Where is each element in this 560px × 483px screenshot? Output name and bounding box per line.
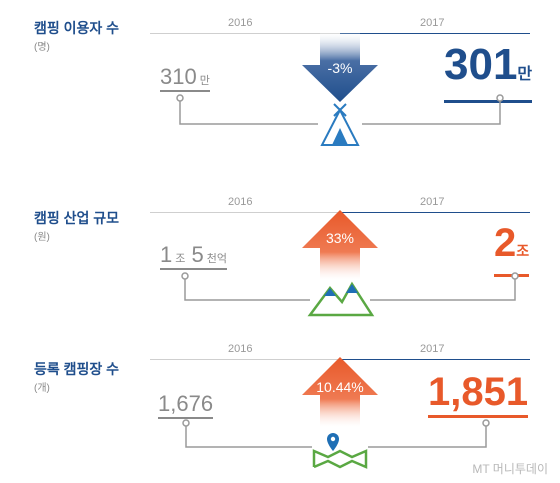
section-camping-users: 캠핑 이용자 수 (명) 2016 2017 310 만 301만 -3% [0,0,560,150]
value-2016-unit-1: 조 [175,253,186,265]
campsite-graphic [182,357,490,469]
tent-icon [320,103,360,146]
connector-dot-right [482,419,490,427]
year-divider-right [340,33,530,34]
connector-dot-left [181,272,189,280]
year-divider-left [150,33,340,34]
value-2017-number: 2 [494,221,517,265]
value-2017-unit: 조 [516,243,530,259]
section-unit: (원) [34,232,50,243]
value-2016-unit-2: 천억 [206,253,227,265]
value-2016: 1,676 [158,391,214,419]
year-2017-label: 2017 [420,196,445,208]
connector-left [185,423,312,448]
year-divider-right [340,359,530,360]
year-2016-label: 2016 [228,196,253,208]
value-2016-number: 310 [160,64,197,89]
value-2017-number: 301 [444,40,518,89]
section-title: 등록 캠핑장 수 [34,361,120,377]
value-2016-number: 1,676 [158,391,214,416]
change-label: -3% [327,60,353,76]
year-2017-label: 2017 [420,343,445,355]
connector-dot-right [511,272,519,280]
value-2016-unit: 만 [199,75,210,87]
users-graphic [176,33,504,146]
connector-right [370,276,516,301]
section-title: 캠핑 이용자 수 [34,20,120,36]
down-arrow [302,33,378,102]
connector-dot-left [176,94,184,102]
value-2016-number-2: 5 [191,242,204,267]
connector-right [368,423,487,448]
section-unit: (개) [34,383,50,394]
connector-left [184,276,310,301]
value-2016-number-1: 1 [160,242,173,267]
value-2017-unit: 만 [517,66,533,83]
watermark: MT 머니투데이 [472,462,548,476]
change-label: 33% [325,230,355,246]
up-arrow [302,210,378,280]
connector-right [362,98,501,125]
mountain-icon [307,281,375,317]
connector-left [179,98,318,125]
change-label: 10.44% [316,379,364,395]
year-divider-right [340,212,530,213]
year-2016-label: 2016 [228,343,253,355]
year-divider-left [150,212,340,213]
year-divider-left [150,359,340,360]
up-arrow [302,357,378,427]
value-2017: 301만 [444,40,533,103]
value-2016: 310 만 [160,64,210,92]
connector-dot-left [182,419,190,427]
industry-graphic [181,210,519,317]
section-title: 캠핑 산업 규모 [34,210,120,226]
connector-dot-right [496,94,504,102]
section-unit: (명) [34,42,50,53]
value-2017: 1,851 [428,369,529,418]
year-2017-label: 2017 [420,17,445,29]
value-2017-number: 1,851 [428,370,529,414]
year-2016-label: 2016 [228,17,253,29]
map-pin-icon [312,433,368,469]
section-registered-campsites: 등록 캠핑장 수 (개) 2016 2017 1,676 1,851 10.44… [0,333,560,483]
